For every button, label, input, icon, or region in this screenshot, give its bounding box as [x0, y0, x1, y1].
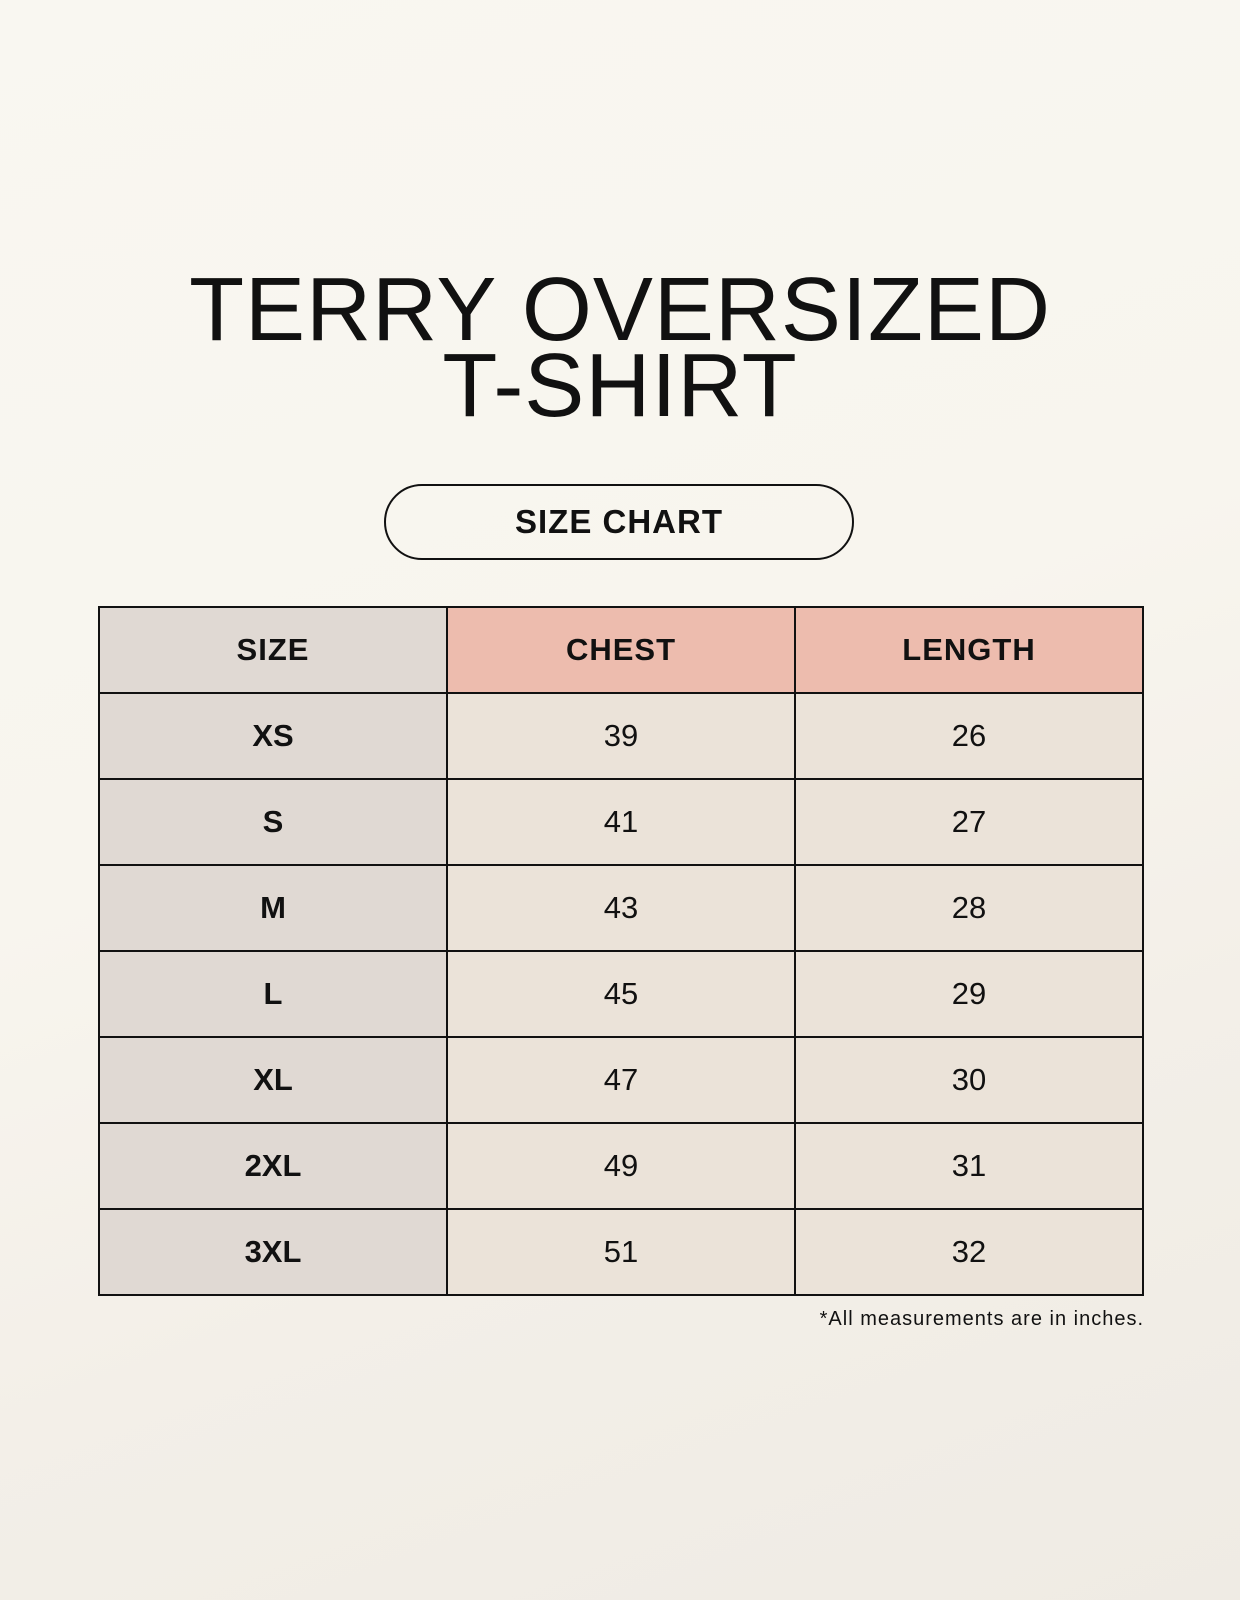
- cell-size: XS: [98, 692, 448, 780]
- cell-length: 29: [794, 950, 1144, 1038]
- table-row: 3XL 51 32: [98, 1208, 1144, 1296]
- header-chest: CHEST: [446, 606, 796, 694]
- page-title: TERRY OVERSIZED T-SHIRT: [0, 260, 1240, 436]
- footnote: *All measurements are in inches.: [819, 1308, 1144, 1330]
- cell-chest: 41: [446, 778, 796, 866]
- header-length: LENGTH: [794, 606, 1144, 694]
- title-line-2: T-SHIRT: [442, 336, 798, 436]
- cell-chest: 47: [446, 1036, 796, 1124]
- cell-length: 27: [794, 778, 1144, 866]
- table-row: M 43 28: [98, 864, 1144, 952]
- cell-size: 3XL: [98, 1208, 448, 1296]
- cell-size: 2XL: [98, 1122, 448, 1210]
- cell-size: XL: [98, 1036, 448, 1124]
- cell-length: 26: [794, 692, 1144, 780]
- cell-chest: 51: [446, 1208, 796, 1296]
- cell-length: 30: [794, 1036, 1144, 1124]
- cell-length: 28: [794, 864, 1144, 952]
- cell-chest: 39: [446, 692, 796, 780]
- size-table: SIZE CHEST LENGTH XS 39 26 S 41 27 M 43 28 L 45 29 X…: [98, 606, 1144, 1296]
- cell-chest: 45: [446, 950, 796, 1038]
- table-header-row: SIZE CHEST LENGTH: [98, 606, 1144, 694]
- table-row: L 45 29: [98, 950, 1144, 1038]
- header-size: SIZE: [98, 606, 448, 694]
- table-row: XL 47 30: [98, 1036, 1144, 1124]
- cell-size: M: [98, 864, 448, 952]
- table-row: S 41 27: [98, 778, 1144, 866]
- cell-chest: 49: [446, 1122, 796, 1210]
- table-row: 2XL 49 31: [98, 1122, 1144, 1210]
- cell-chest: 43: [446, 864, 796, 952]
- cell-size: L: [98, 950, 448, 1038]
- cell-length: 31: [794, 1122, 1144, 1210]
- title-line-1: TERRY OVERSIZED: [189, 260, 1051, 360]
- cell-length: 32: [794, 1208, 1144, 1296]
- cell-size: S: [98, 778, 448, 866]
- size-chart-badge: SIZE CHART: [384, 484, 854, 560]
- table-row: XS 39 26: [98, 692, 1144, 780]
